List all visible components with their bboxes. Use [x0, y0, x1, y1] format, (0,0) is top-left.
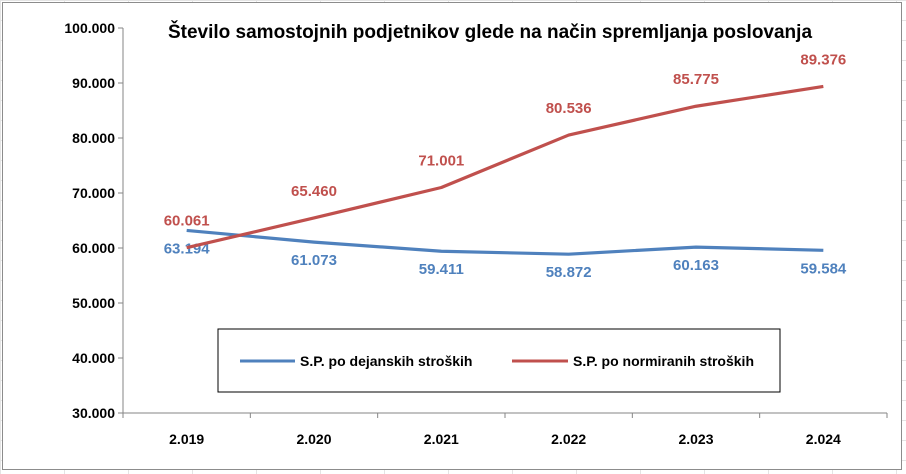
y-tick-label: 70.000	[72, 185, 115, 201]
x-tick-label: 2.020	[296, 431, 331, 447]
series-line-normirani	[186, 84, 824, 250]
data-label: 59.411	[419, 261, 464, 278]
x-tick-label: 2.021	[424, 431, 459, 447]
chart-title: Število samostojnih podjetnikov glede na…	[168, 21, 812, 43]
x-tick-label: 2.022	[551, 431, 586, 447]
axes: 30.000 40.000 50.000 60.000 70.000 80.000 90.0…	[64, 20, 888, 447]
data-label: 58.872	[546, 264, 592, 281]
x-tick-label: 2.019	[169, 431, 204, 447]
data-label: 80.536	[546, 100, 592, 117]
x-tick-label: 2.024	[806, 431, 841, 447]
y-tick-label: 40.000	[72, 350, 115, 366]
y-tick-label: 30.000	[72, 405, 115, 421]
data-label: 60.061	[164, 213, 210, 230]
data-label: 89.376	[800, 51, 846, 68]
data-label: 60.163	[673, 257, 719, 274]
data-label: 59.584	[800, 260, 847, 277]
y-tick-label: 90.000	[72, 75, 115, 91]
data-label: 65.460	[291, 183, 337, 200]
legend[interactable]: S.P. po dejanskih stroških S.P. po normi…	[217, 328, 781, 393]
legend-label-normirani: S.P. po normiranih stroških	[573, 353, 754, 369]
data-label: 61.073	[291, 252, 337, 269]
x-tick-label: 2.023	[678, 431, 713, 447]
y-tick-label: 50.000	[72, 295, 115, 311]
series-line-dejanski	[186, 228, 824, 256]
legend-box	[217, 328, 781, 393]
data-label: 71.001	[418, 152, 464, 169]
y-tick-label: 100.000	[64, 20, 115, 36]
data-label: 85.775	[673, 71, 719, 88]
y-tick-label: 60.000	[72, 240, 115, 256]
y-tick-label: 80.000	[72, 130, 115, 146]
legend-label-dejanski: S.P. po dejanskih stroških	[300, 353, 472, 369]
